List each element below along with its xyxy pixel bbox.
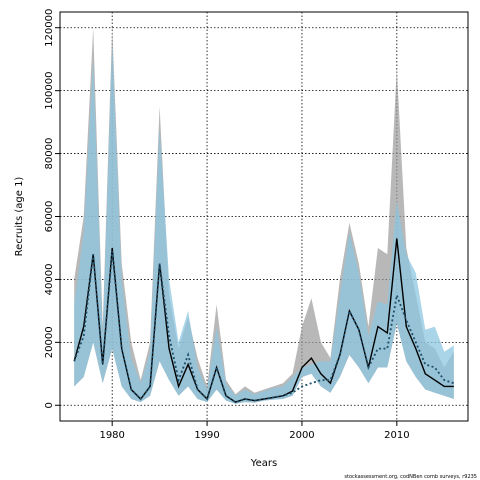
x-tick-label: 1990 [194,430,219,441]
x-axis-label: Years [250,458,277,469]
y-tick-label: 100000 [44,72,55,110]
band-blue [74,43,454,404]
x-tick-label: 2000 [289,430,314,441]
estimate-line-dotted [73,251,455,404]
x-tick-label: 2010 [384,430,409,441]
y-tick-label: 120000 [44,9,55,47]
y-tick-label: 20000 [44,326,55,358]
estimate-lines [73,238,455,404]
axis-ticks: 1980 1990 2000 2010 0 20000 40000 60000 80000 100… [44,9,410,441]
y-tick-label: 40000 [44,264,55,296]
y-tick-label: 60000 [44,201,55,233]
y-axis-label: Recruits (age 1) [14,177,25,257]
confidence-bands [74,27,454,404]
footer-note: stockassessment.org, codNBen comb survey… [344,474,477,480]
x-tick-label: 1980 [99,430,124,441]
y-tick-label: 80000 [44,138,55,170]
y-tick-label: 0 [44,402,55,408]
